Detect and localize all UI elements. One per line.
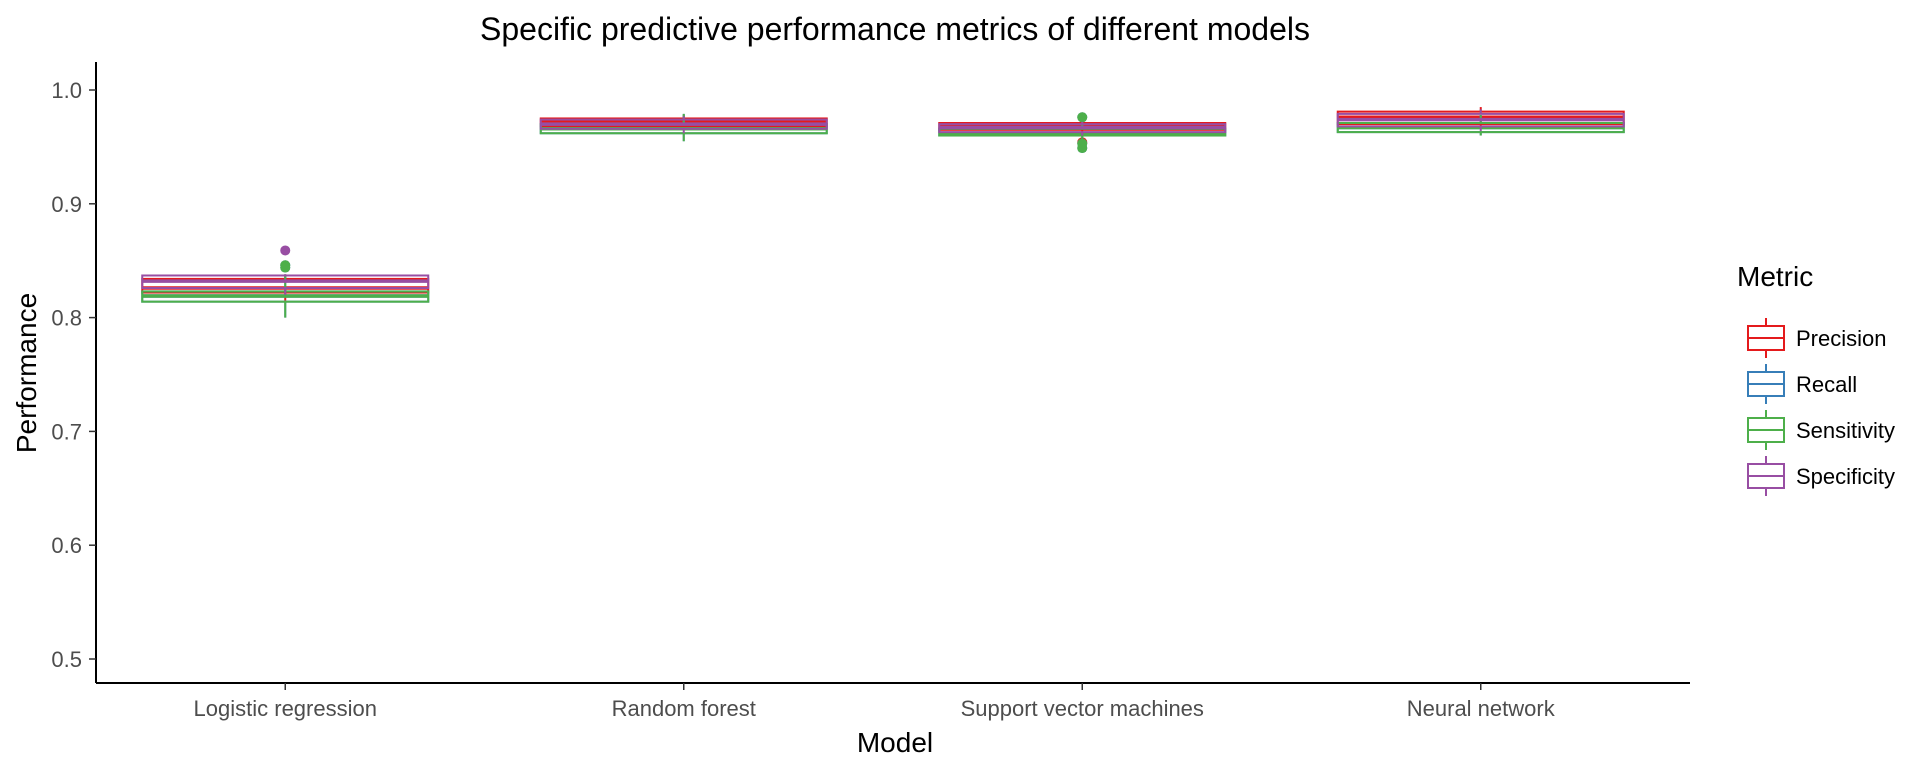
legend-label: Recall <box>1796 372 1857 397</box>
series-specificity <box>141 109 1625 295</box>
plot-panel <box>141 107 1625 318</box>
x-tick-label: Neural network <box>1407 696 1556 721</box>
x-tick-label: Random forest <box>612 696 756 721</box>
legend-item-specificity: Specificity <box>1747 456 1895 496</box>
box-specificity-1 <box>539 116 828 134</box>
legend-label: Sensitivity <box>1796 418 1895 443</box>
y-tick-label: 1.0 <box>51 78 82 103</box>
x-tick-label: Support vector machines <box>961 696 1204 721</box>
y-axis-title: Performance <box>11 293 42 453</box>
y-tick-label: 0.9 <box>51 192 82 217</box>
y-tick-label: 0.7 <box>51 419 82 444</box>
chart-title: Specific predictive performance metrics … <box>480 11 1310 47</box>
legend-title: Metric <box>1737 261 1813 292</box>
series-precision <box>141 107 1625 301</box>
legend-item-recall: Recall <box>1747 364 1857 404</box>
outlier-point <box>280 245 291 256</box>
legend: Metric Precision Recall Sensitivity Specifi… <box>1737 261 1895 496</box>
outlier-point <box>1077 112 1088 123</box>
x-tick-label: Logistic regression <box>194 696 377 721</box>
box-specificity-0 <box>141 245 430 295</box>
legend-items: Precision Recall Sensitivity Specificity <box>1747 318 1895 496</box>
y-tick-label: 0.8 <box>51 306 82 331</box>
y-axis: 0.5 0.6 0.7 0.8 0.9 1.0 <box>51 62 97 683</box>
legend-label: Specificity <box>1796 464 1895 489</box>
outlier-point <box>1077 138 1088 149</box>
box-specificity-2 <box>938 121 1227 136</box>
x-axis-title: Model <box>857 727 933 758</box>
y-tick-label: 0.5 <box>51 647 82 672</box>
x-axis: Logistic regression Random forest Support … <box>96 682 1690 721</box>
y-tick-label: 0.6 <box>51 533 82 558</box>
legend-item-precision: Precision <box>1747 318 1886 358</box>
legend-item-sensitivity: Sensitivity <box>1747 410 1895 450</box>
outlier-point <box>280 262 291 273</box>
legend-label: Precision <box>1796 326 1886 351</box>
box-specificity-3 <box>1336 109 1625 131</box>
